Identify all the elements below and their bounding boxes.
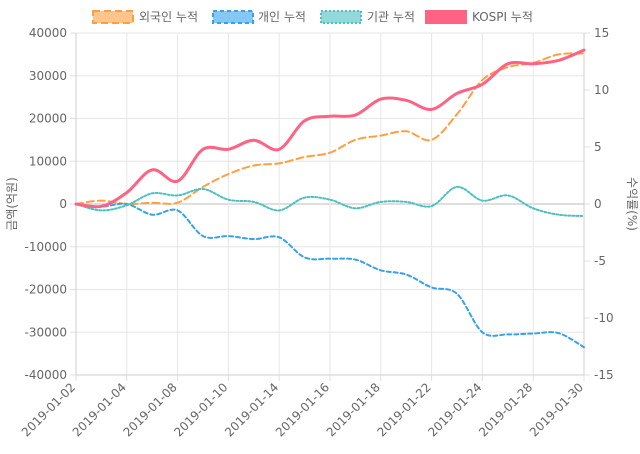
- legend-label-institution: 기관 누적: [367, 10, 415, 24]
- legend-item-foreign[interactable]: 외국인 누적: [92, 10, 198, 24]
- axes-layer: 40000 30000 20000 10000 0 -10000 -20000 -30000 -…: [19, 26, 614, 439]
- y-right-tick-label: 0: [594, 197, 602, 211]
- y-left-tick-label: 10000: [29, 154, 67, 168]
- x-tick-label: 2019-01-02: [19, 380, 78, 439]
- series-line-individual[interactable]: [75, 202, 585, 349]
- x-tick-label: 2019-01-24: [425, 380, 484, 439]
- grid-layer: [75, 32, 585, 376]
- legend-item-institution[interactable]: 기관 누적: [320, 10, 415, 24]
- y-left-tick-label: -40000: [24, 368, 67, 382]
- y-axis-right-title: 수익률(%): [625, 177, 639, 231]
- legend-label-individual: 개인 누적: [258, 10, 306, 24]
- legend-item-individual[interactable]: 개인 누적: [212, 10, 306, 24]
- legend-item-kospi[interactable]: KOSPI 누적: [425, 10, 533, 24]
- legend[interactable]: 외국인 누적 개인 누적 기관 누적 KOSPI 누적: [92, 10, 533, 24]
- y-left-tick-label: -10000: [24, 240, 67, 254]
- x-tick-label: 2019-01-14: [222, 380, 281, 439]
- y-left-tick-label: 0: [59, 197, 67, 211]
- x-tick-label: 2019-01-16: [273, 380, 332, 439]
- x-tick-label: 2019-01-30: [527, 380, 586, 439]
- y-right-tick-label: -15: [594, 368, 614, 382]
- y-left-tick-label: 20000: [29, 112, 67, 126]
- series-line-institution[interactable]: [75, 185, 585, 217]
- y-left-tick-label: -20000: [24, 283, 67, 297]
- legend-swatch-individual: [212, 10, 254, 24]
- legend-swatch-kospi: [425, 10, 467, 24]
- x-tick-label: 2019-01-08: [121, 380, 180, 439]
- x-tick-label: 2019-01-10: [171, 380, 230, 439]
- legend-swatch-institution: [320, 10, 362, 24]
- y-left-tick-label: 40000: [29, 26, 67, 40]
- y-right-tick-label: 5: [594, 140, 602, 154]
- y-axis-left-title: 금액(억원): [5, 177, 19, 231]
- legend-label-kospi: KOSPI 누적: [472, 10, 533, 24]
- y-right-tick-label: -10: [594, 311, 614, 325]
- legend-swatch-foreign: [92, 10, 134, 24]
- x-tick-label: 2019-01-18: [324, 380, 383, 439]
- y-right-tick-label: -5: [594, 254, 606, 268]
- legend-label-foreign: 외국인 누적: [139, 10, 198, 24]
- x-tick-label: 2019-01-22: [375, 380, 434, 439]
- y-right-tick-label: 15: [594, 26, 609, 40]
- x-tick-label: 2019-01-04: [70, 380, 129, 439]
- y-right-tick-label: 10: [594, 83, 609, 97]
- series-line-kospi[interactable]: [74, 48, 586, 209]
- y-left-tick-label: -30000: [24, 325, 67, 339]
- x-tick-label: 2019-01-28: [476, 380, 535, 439]
- series-layer: [74, 48, 586, 349]
- y-left-tick-label: 30000: [29, 69, 67, 83]
